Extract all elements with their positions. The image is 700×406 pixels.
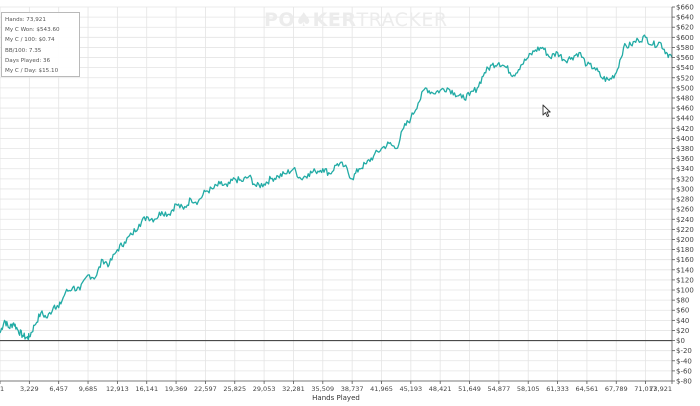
x-tick-label: 29,053 — [253, 385, 276, 393]
y-tick-label: $640 — [676, 14, 694, 22]
series-group — [0, 34, 673, 341]
x-tick-label: 58,105 — [517, 385, 540, 393]
pokertracker-watermark-logo: PO♠KERTRACKER — [264, 9, 448, 31]
y-tick-label: $180 — [676, 246, 694, 254]
y-tick-label: $340 — [676, 165, 694, 173]
watermark-right: TRACKER — [356, 9, 448, 31]
vertical-gridlines — [0, 7, 673, 381]
y-tick-label: $520 — [676, 74, 694, 82]
x-tick-label: 48,421 — [429, 385, 452, 393]
x-tick-label: 73,921 — [649, 385, 672, 393]
x-axis-ticks: 1 3,229 6,457 9,685 12,913 16,141 19,369 22,597… — [0, 380, 673, 393]
y-tick-label: $420 — [676, 125, 694, 133]
y-tick-label: $660 — [676, 4, 694, 12]
y-tick-label: $200 — [676, 236, 694, 244]
x-tick-label: 54,877 — [487, 385, 510, 393]
y-tick-label: $300 — [676, 185, 694, 193]
stat-won: My C Won: $543.60 — [5, 27, 60, 34]
y-tick-label: $220 — [676, 226, 694, 234]
x-tick-label: 45,193 — [399, 385, 422, 393]
poker-chip-icon: ♠ — [295, 9, 313, 31]
x-tick-label: 25,825 — [223, 385, 246, 393]
x-tick-label: 16,141 — [135, 385, 158, 393]
x-tick-label: 1 — [0, 385, 4, 393]
mouse-cursor-icon — [542, 104, 551, 118]
y-tick-label: $620 — [676, 24, 694, 32]
y-tick-label: $140 — [676, 266, 694, 274]
x-tick-label: 35,509 — [311, 385, 334, 393]
y-tick-label: $240 — [676, 216, 694, 224]
stat-hands: Hands: 73,921 — [5, 17, 46, 23]
y-tick-label: $400 — [676, 135, 694, 143]
y-tick-label: $380 — [676, 145, 694, 153]
y-tick-label: $320 — [676, 175, 694, 183]
stat-per-100: My C / 100: $0.74 — [5, 37, 55, 44]
y-tick-label: $460 — [676, 105, 694, 113]
x-tick-label: 38,737 — [341, 385, 364, 393]
y-tick-label: $-80 — [676, 378, 692, 386]
y-tick-label: $100 — [676, 287, 694, 295]
y-tick-label: $20 — [676, 327, 689, 335]
y-tick-label: $60 — [676, 307, 689, 315]
x-tick-label: 71,017 — [634, 385, 657, 393]
y-tick-label: $480 — [676, 94, 694, 102]
y-tick-label: $360 — [676, 155, 694, 163]
x-tick-label: 67,789 — [605, 385, 628, 393]
y-tick-label: $40 — [676, 317, 689, 325]
y-tick-label: $580 — [676, 44, 694, 52]
y-tick-label: $280 — [676, 196, 694, 204]
watermark-middle: KER — [312, 9, 357, 31]
stat-bb-per-100: BB/100: 7.35 — [5, 47, 42, 54]
x-tick-label: 41,965 — [370, 385, 393, 393]
winnings-series-line — [0, 34, 673, 341]
x-tick-label: 6,457 — [49, 385, 68, 393]
y-tick-label: $600 — [676, 34, 694, 42]
y-tick-label: $440 — [676, 115, 694, 123]
y-tick-label: $160 — [676, 256, 694, 264]
horizontal-gridlines — [0, 6, 672, 382]
x-tick-label: 9,685 — [79, 385, 98, 393]
x-tick-label: 51,649 — [458, 385, 481, 393]
y-tick-label: $500 — [676, 84, 694, 92]
stat-per-day: My C / Day: $15.10 — [5, 68, 59, 75]
x-tick-label: 19,369 — [165, 385, 188, 393]
y-tick-label: $-60 — [676, 367, 692, 375]
x-tick-label: 3,229 — [20, 385, 39, 393]
y-tick-label: $-20 — [676, 347, 692, 355]
stats-summary-box: Hands: 73,921 My C Won: $543.60 My C / 1… — [1, 12, 80, 77]
y-tick-label: $260 — [676, 206, 694, 214]
x-tick-label: 32,281 — [282, 385, 305, 393]
x-tick-label: 22,597 — [194, 385, 217, 393]
x-tick-label: 64,561 — [576, 385, 599, 393]
y-tick-label: $-40 — [676, 357, 692, 365]
y-axis-ticks: $660 $640 $620 $600 $580 $560 $540 $520 $500 $480… — [671, 4, 694, 386]
stat-days-played: Days Played: 36 — [5, 57, 51, 64]
y-tick-label: $540 — [676, 64, 694, 72]
x-tick-label: 61,333 — [546, 385, 569, 393]
y-tick-label: $120 — [676, 276, 694, 284]
x-axis-label: Hands Played — [312, 394, 360, 402]
y-tick-label: $80 — [676, 297, 689, 305]
x-tick-label: 12,913 — [106, 385, 129, 393]
y-tick-label: $560 — [676, 54, 694, 62]
watermark-left: PO — [264, 9, 296, 31]
y-tick-label: $0 — [676, 337, 685, 345]
